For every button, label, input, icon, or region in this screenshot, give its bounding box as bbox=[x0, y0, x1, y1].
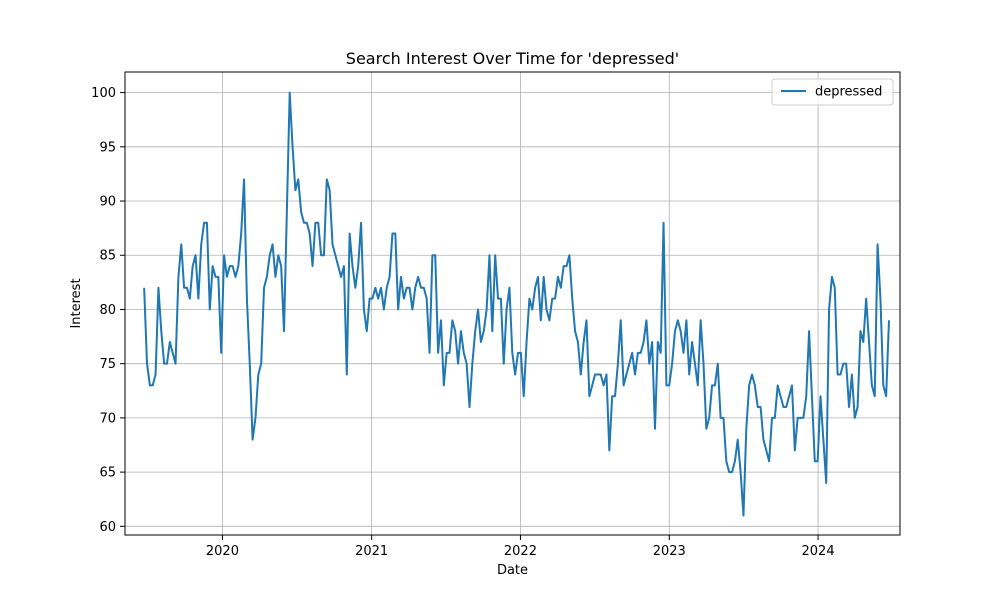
x-axis-label: Date bbox=[497, 563, 528, 578]
x-tick-label: 2020 bbox=[206, 544, 239, 559]
chart-title: Search Interest Over Time for 'depressed… bbox=[346, 49, 679, 68]
y-tick-label: 60 bbox=[99, 520, 116, 535]
series-layer bbox=[143, 91, 890, 517]
y-tick-label: 75 bbox=[99, 357, 116, 372]
x-tick-label: 2023 bbox=[653, 544, 686, 559]
series-line-depressed bbox=[143, 91, 890, 517]
x-axis: 2020 2021 2022 2023 2024 bbox=[206, 535, 835, 559]
x-tick-label: 2024 bbox=[802, 544, 835, 559]
legend-label-depressed: depressed bbox=[815, 85, 882, 100]
y-tick-label: 70 bbox=[99, 411, 116, 426]
plot-frame bbox=[124, 71, 901, 536]
x-tick-label: 2021 bbox=[355, 544, 388, 559]
y-tick-label: 95 bbox=[99, 140, 116, 155]
y-tick-label: 65 bbox=[99, 466, 116, 481]
legend-box bbox=[771, 78, 894, 106]
y-tick-label: 85 bbox=[99, 249, 116, 264]
y-tick-label: 100 bbox=[91, 86, 116, 101]
grid-lines bbox=[125, 72, 900, 535]
legend: depressed bbox=[771, 78, 894, 106]
y-axis: 60 65 70 75 80 85 90 95 100 bbox=[91, 86, 125, 535]
y-axis-label: Interest bbox=[69, 278, 84, 328]
y-tick-label: 90 bbox=[99, 195, 116, 210]
x-tick-label: 2022 bbox=[504, 544, 537, 559]
y-tick-label: 80 bbox=[99, 303, 116, 318]
